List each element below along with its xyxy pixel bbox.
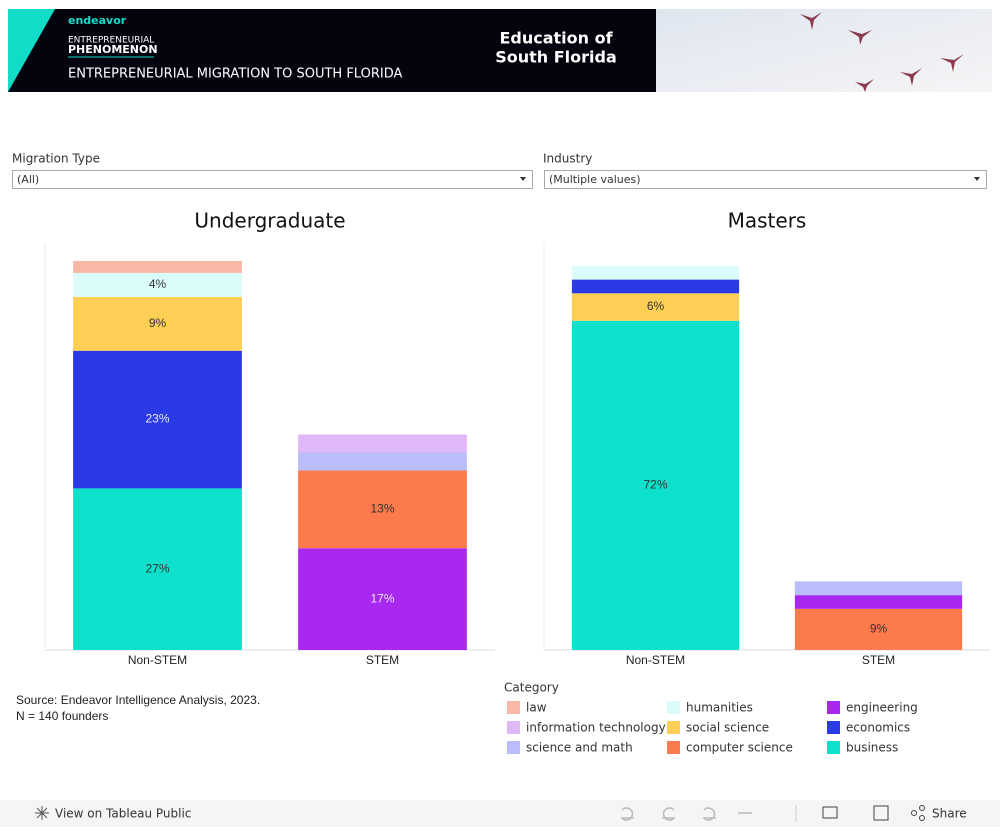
bar-segment [73,260,242,273]
data-label: 23% [145,412,169,426]
toolbar [0,800,1000,827]
header-subtitle: ENTREPRENEURIAL MIGRATION TO SOUTH FLORI… [68,67,402,82]
legend-label: humanities [686,701,753,715]
legend-swatch [827,701,840,714]
filter-label: Industry [543,152,592,166]
tableau-icon [35,806,49,820]
toolbar-icons [620,807,752,821]
legend-label: engineering [846,701,918,715]
header-image [656,9,992,92]
bar-segment [794,581,963,596]
legend-label: social science [686,721,769,735]
kicker: ENTREPRENEURIAL [68,36,154,46]
data-label: 72% [643,478,667,492]
source: Source: Endeavor Intelligence Analysis, … [16,693,260,707]
bar-segment [298,548,467,650]
program: PHENOMENON [68,43,158,56]
filter-dropdown[interactable] [12,170,533,189]
legend-swatch [507,721,520,734]
bar-segment [571,265,740,280]
legend-swatch [827,741,840,754]
legend-swatch [667,721,680,734]
legend-swatch [507,701,520,714]
birds [800,12,964,92]
legend-swatch [507,741,520,754]
bar-segment [571,293,740,321]
bar-segment [794,608,963,650]
filter-dropdown[interactable] [544,170,987,189]
legend-label: computer science [686,741,793,755]
header-accent [8,9,55,92]
chart-title: Masters [728,209,807,233]
bar-segment [73,350,242,489]
legend-swatch [667,741,680,754]
dropdown-arrow [520,177,526,181]
view-link[interactable]: View on Tableau Public [55,807,191,821]
data-label: 13% [370,502,394,516]
bar-segment [73,296,242,351]
header-title: South Florida [495,48,617,67]
header-title: Education of [499,29,613,48]
data-label: 4% [149,277,167,291]
legend-label: law [526,701,547,715]
legend-swatch [827,721,840,734]
bar-segment [571,279,740,294]
x-tick-label: STEM [366,653,399,667]
filter-value: (Multiple values) [549,173,641,186]
data-label: 17% [370,591,394,605]
bar-segment [73,272,242,297]
x-tick-label: Non-STEM [626,653,685,667]
legend-swatch [667,701,680,714]
bar-segment [73,488,242,650]
bar-segment [298,470,467,549]
dropdown-arrow [974,177,980,181]
data-label: 9% [870,622,888,636]
share-icon [911,805,925,821]
legend-label: business [846,741,898,755]
x-tick-label: STEM [862,653,895,667]
bar-segment [298,452,467,471]
header-banner [8,9,656,92]
download-icon[interactable] [822,806,838,819]
data-label: 6% [647,299,665,313]
legend-label: science and math [526,741,633,755]
bar-segment [298,434,467,453]
legend-title: Category [504,681,559,695]
brand: endeavor [68,14,127,27]
bar-segment [571,320,740,650]
fullscreen-icon[interactable] [873,805,889,821]
legend-label: economics [846,721,910,735]
filter-value: (All) [17,173,39,186]
data-label: 27% [145,561,169,575]
chart-title: Undergraduate [194,209,345,233]
x-tick-label: Non-STEM [128,653,187,667]
bar-segment [794,595,963,609]
share-link[interactable]: Share [932,807,967,821]
source-n: N = 140 founders [16,709,108,723]
data-label: 9% [149,316,167,330]
legend-label: information technology [526,721,666,735]
filter-label: Migration Type [12,152,100,166]
